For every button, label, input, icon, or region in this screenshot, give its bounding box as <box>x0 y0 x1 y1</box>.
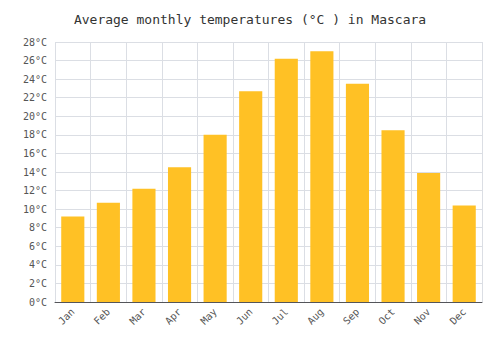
svg-text:Feb: Feb <box>92 306 113 327</box>
svg-text:6°C: 6°C <box>29 241 47 252</box>
svg-text:Sep: Sep <box>341 306 362 327</box>
svg-text:4°C: 4°C <box>29 259 47 270</box>
svg-text:20°C: 20°C <box>23 111 47 122</box>
svg-text:Jan: Jan <box>56 306 77 327</box>
svg-text:8°C: 8°C <box>29 222 47 233</box>
svg-text:Dec: Dec <box>448 306 469 327</box>
svg-text:Nov: Nov <box>412 306 433 327</box>
svg-text:16°C: 16°C <box>23 148 47 159</box>
svg-text:2°C: 2°C <box>29 278 47 289</box>
svg-text:28°C: 28°C <box>23 37 47 48</box>
svg-text:Mar: Mar <box>127 306 148 327</box>
svg-text:12°C: 12°C <box>23 185 47 196</box>
svg-text:24°C: 24°C <box>23 74 47 85</box>
svg-text:Oct: Oct <box>376 306 397 327</box>
svg-text:May: May <box>198 306 219 327</box>
svg-text:18°C: 18°C <box>23 129 47 140</box>
svg-text:22°C: 22°C <box>23 92 47 103</box>
svg-text:Jul: Jul <box>270 306 291 327</box>
svg-text:Aug: Aug <box>305 306 326 327</box>
svg-text:Jun: Jun <box>234 306 255 327</box>
svg-text:26°C: 26°C <box>23 55 47 66</box>
svg-text:0°C: 0°C <box>29 297 47 308</box>
svg-text:Apr: Apr <box>163 306 184 327</box>
svg-text:14°C: 14°C <box>23 167 47 178</box>
svg-text:10°C: 10°C <box>23 204 47 215</box>
svg-text:Average monthly temperatures (: Average monthly temperatures (°C ) in Ma… <box>74 12 426 27</box>
